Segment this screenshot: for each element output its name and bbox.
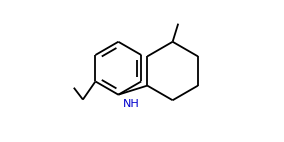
Text: NH: NH	[123, 99, 140, 109]
